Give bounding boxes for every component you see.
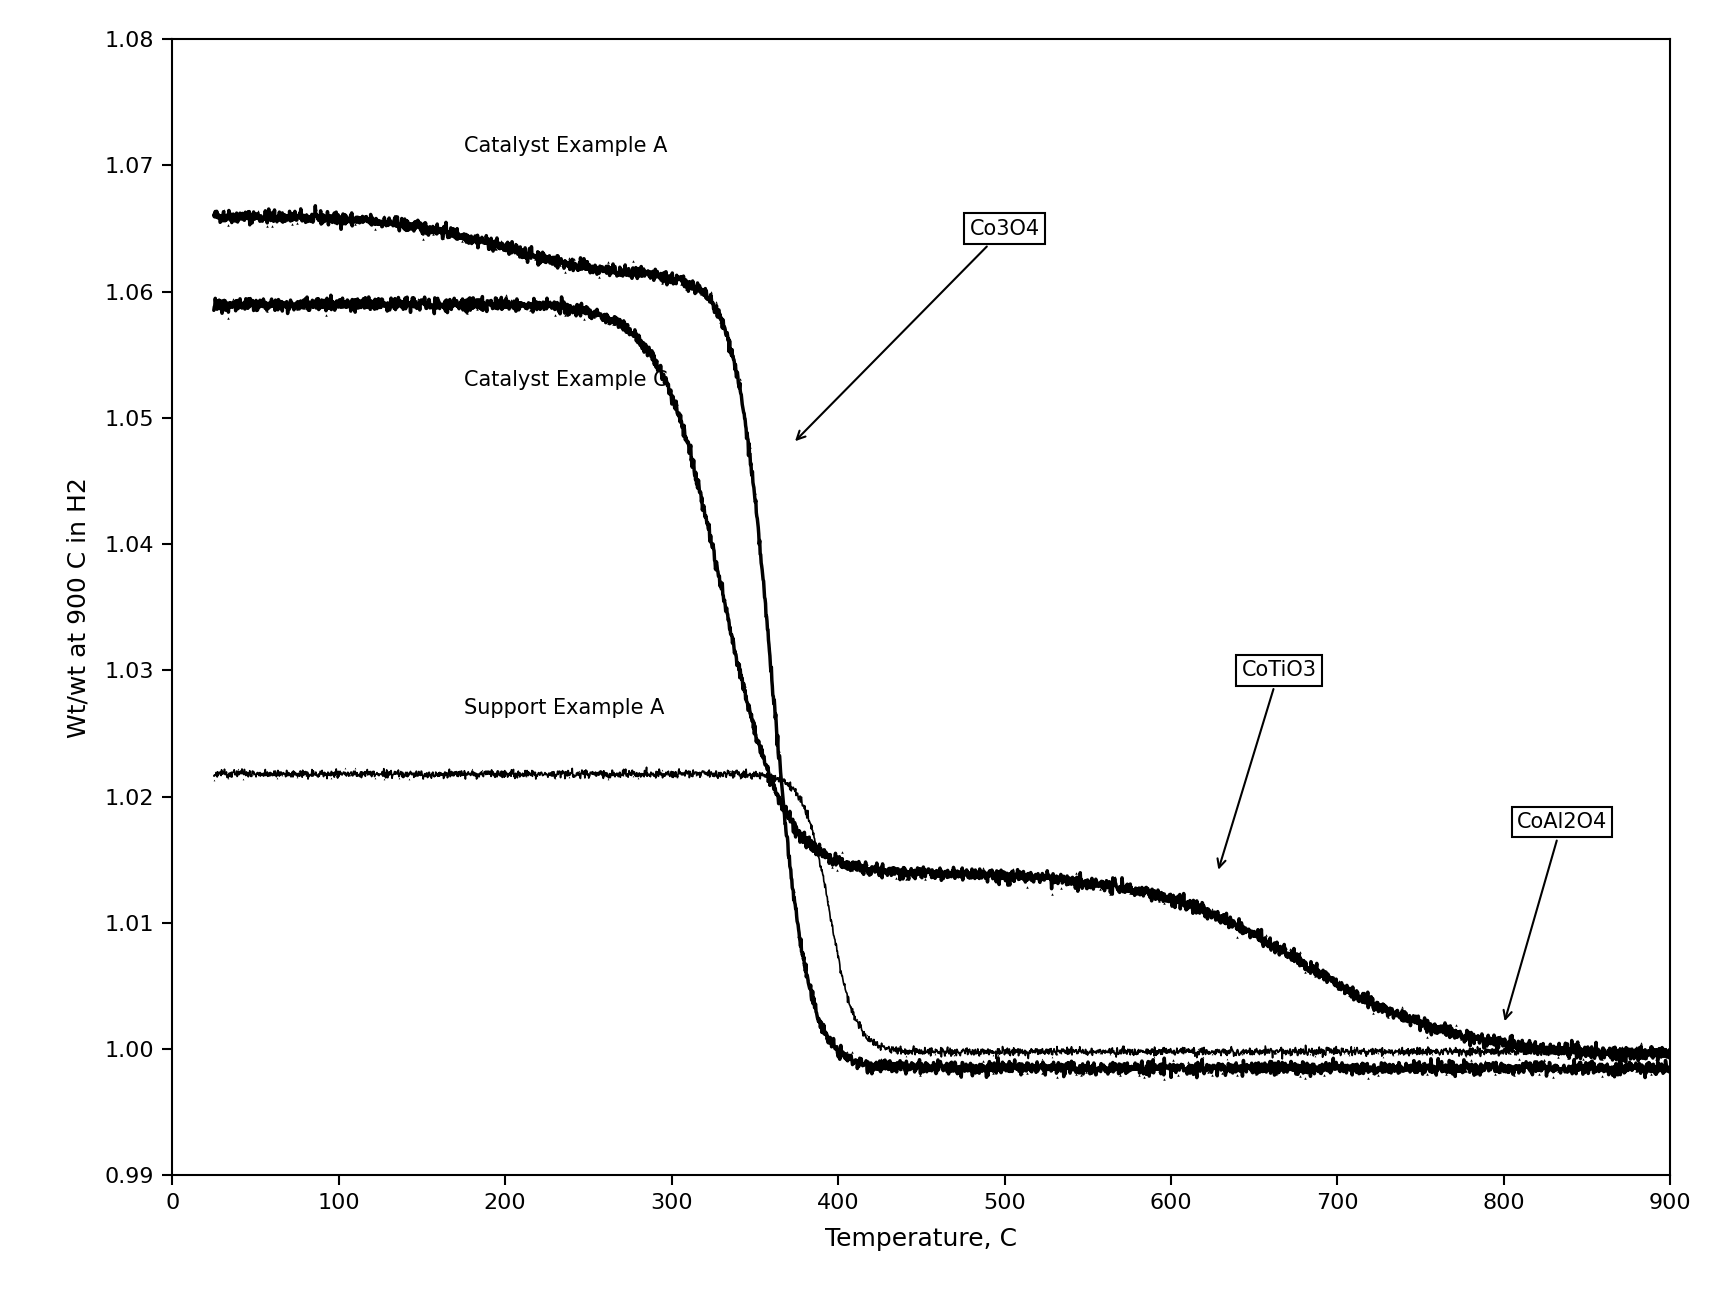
Text: Co3O4: Co3O4: [797, 218, 1040, 440]
Y-axis label: Wt/wt at 900 C in H2: Wt/wt at 900 C in H2: [67, 477, 91, 738]
Text: Catalyst Example A: Catalyst Example A: [463, 137, 666, 157]
Text: CoAl2O4: CoAl2O4: [1503, 812, 1607, 1019]
Text: Catalyst Example C: Catalyst Example C: [463, 370, 666, 390]
Text: Support Example A: Support Example A: [463, 699, 665, 718]
Text: CoTiO3: CoTiO3: [1217, 661, 1317, 867]
X-axis label: Temperature, C: Temperature, C: [825, 1228, 1018, 1251]
